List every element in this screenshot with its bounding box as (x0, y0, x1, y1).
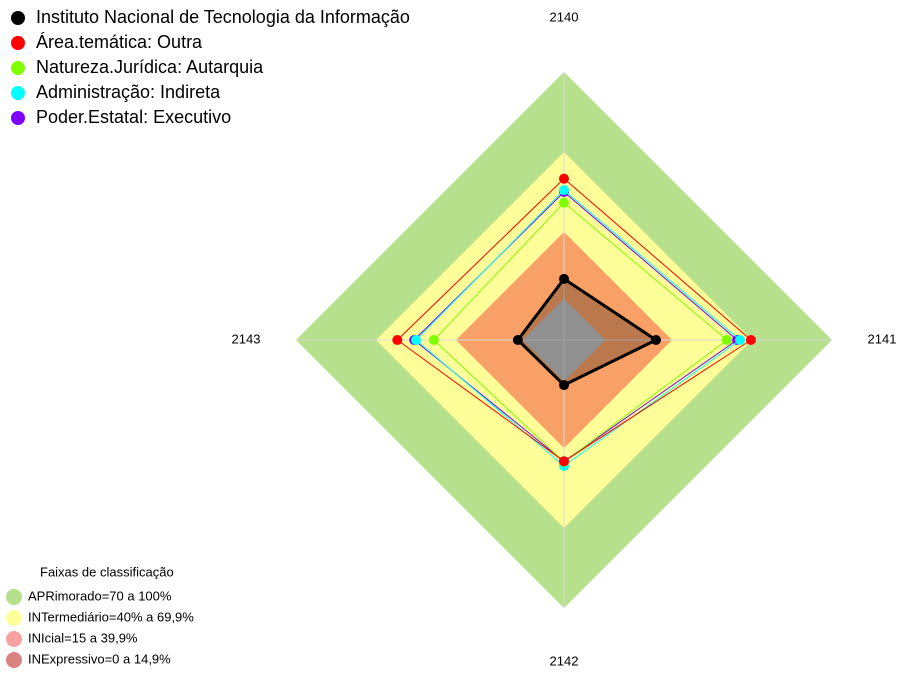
series-point (559, 197, 569, 208)
series-point (559, 185, 569, 196)
axis-label: 2142 (550, 653, 579, 668)
band-legend-marker (6, 652, 22, 668)
legend-label: Natureza.Jurídica: Autarquia (36, 57, 264, 77)
axis-label: 2141 (868, 331, 897, 346)
band-legend-marker (6, 631, 22, 647)
legend-label: Poder.Estatal: Executivo (36, 107, 231, 127)
axis-label: 2140 (550, 9, 579, 24)
bands-title: Faixas de classificação (40, 564, 174, 579)
series-point (559, 380, 569, 391)
series-point (559, 456, 569, 467)
axis-label: 2143 (232, 331, 261, 346)
legend-marker (11, 111, 25, 125)
series-point (512, 335, 523, 345)
band-legend-label: INTermediário=40% a 69,9% (28, 609, 194, 624)
legend-marker (11, 11, 25, 25)
series-point (721, 335, 732, 345)
legend-marker (11, 36, 25, 50)
legend-label: Administração: Indireta (36, 82, 221, 102)
legend-label: Instituto Nacional de Tecnologia da Info… (36, 7, 410, 27)
series-point (745, 335, 756, 345)
band-legend-marker (6, 589, 22, 605)
series-point (392, 335, 403, 345)
series-point (735, 335, 745, 345)
legend-marker (11, 61, 25, 75)
band-legend-label: APRimorado=70 a 100% (28, 588, 172, 603)
series-point (559, 173, 569, 184)
band-legend-marker (6, 610, 22, 626)
band-legend-label: INIcial=15 a 39,9% (28, 630, 138, 645)
series-point (651, 335, 661, 345)
series-point (428, 335, 439, 345)
series-point (559, 273, 569, 284)
series-point (411, 335, 421, 345)
legend-marker (11, 86, 25, 100)
band-legend-label: INExpressivo=0 a 14,9% (28, 651, 171, 666)
legend-label: Área.temática: Outra (36, 32, 203, 52)
